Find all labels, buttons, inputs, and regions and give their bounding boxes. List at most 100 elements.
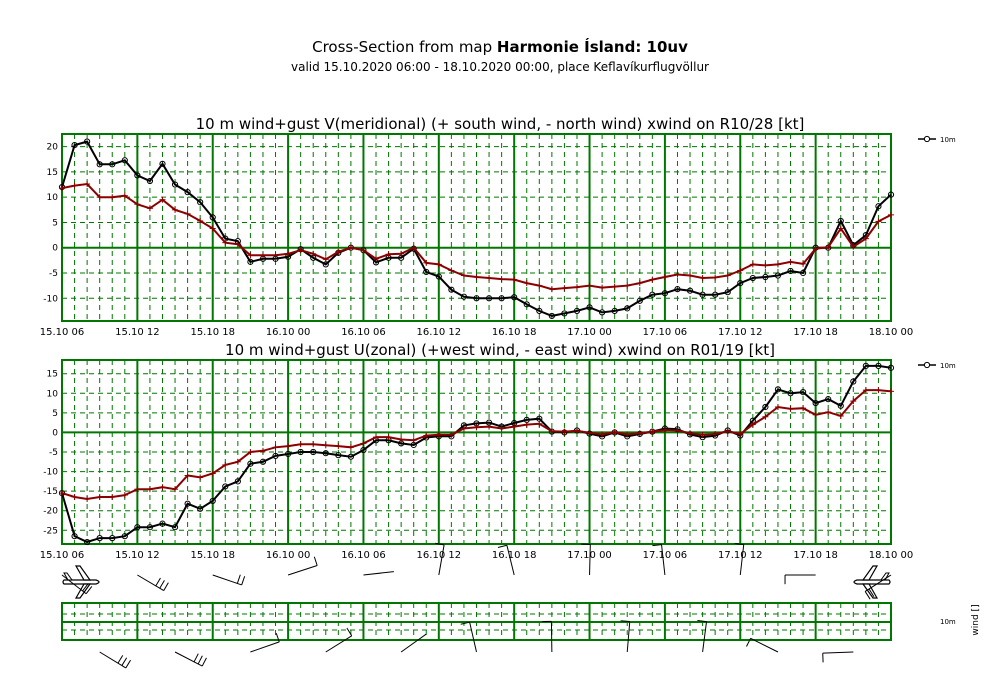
chart0-point-10m xyxy=(511,294,518,301)
chart0-legend-marker xyxy=(923,135,931,143)
wind-barb xyxy=(325,627,353,653)
barb-flag xyxy=(117,655,124,664)
chart1-point-10m xyxy=(875,362,882,369)
chart0-point-gust xyxy=(159,196,166,203)
chart0-point-gust xyxy=(862,235,869,242)
chart1-title: 10 m wind+gust U(zonal) (+west wind, - e… xyxy=(225,341,775,359)
chart1-xtick-label: 18.10 00 xyxy=(869,550,914,561)
chart1-point-gust xyxy=(71,494,78,501)
chart0-point-10m xyxy=(146,177,154,185)
chart0-point-gust xyxy=(360,247,367,254)
chart0-point-10m xyxy=(712,291,719,298)
chart1-point-10m xyxy=(171,524,179,531)
chart0-point-gust xyxy=(624,282,631,289)
wind-barb xyxy=(497,544,515,576)
barb-flag xyxy=(734,543,744,546)
chart0-point-10m xyxy=(536,307,543,314)
chart1-point-10m xyxy=(222,483,229,490)
chart1-point-gust xyxy=(96,494,103,501)
chart0-point-10m xyxy=(247,258,254,265)
chart0-point-gust xyxy=(674,271,681,278)
chart1-point-gust xyxy=(146,486,153,493)
barb-flag xyxy=(868,588,875,597)
chart0-point-gust xyxy=(209,225,216,232)
chart1-ytick-label: -15 xyxy=(43,487,58,497)
chart0-point-gust xyxy=(172,206,179,213)
chart0-ytick-label: 15 xyxy=(47,168,58,178)
chart1-point-gust xyxy=(825,409,832,416)
chart0-point-10m xyxy=(837,217,844,225)
chart0-point-gust xyxy=(448,267,455,274)
wind-barb xyxy=(174,651,207,667)
chart1-ytick-label: 10 xyxy=(47,389,59,399)
chart1-point-gust xyxy=(322,442,329,449)
barb-staff xyxy=(469,622,477,653)
chart0-point-10m xyxy=(96,161,103,168)
chart0-point-gust xyxy=(825,244,832,251)
chart1-point-gust xyxy=(59,490,65,497)
barb-flag xyxy=(746,638,752,647)
chart0-point-gust xyxy=(460,272,467,279)
chart0-point-10m xyxy=(460,293,468,300)
chart1-xtick-label: 15.10 12 xyxy=(115,550,160,561)
chart1-ytick-label: 0 xyxy=(52,428,58,438)
chart1-legend-label: 10m xyxy=(940,362,956,370)
chart0-point-gust xyxy=(774,261,781,268)
barb-staff xyxy=(212,574,242,586)
chart1-point-gust xyxy=(737,430,744,437)
fuselage xyxy=(853,579,891,585)
chart1-point-gust xyxy=(423,432,430,439)
chart0-point-10m xyxy=(724,289,731,296)
barb-staff xyxy=(287,565,318,576)
chart0-point-10m xyxy=(787,267,794,275)
wind-barb xyxy=(363,571,394,576)
chart0-point-gust xyxy=(636,280,643,287)
barb-flag xyxy=(125,659,132,669)
chart0-point-10m xyxy=(561,310,568,317)
chart0-point-10m xyxy=(586,304,593,311)
chart0-point-gust xyxy=(888,211,894,218)
chart1-point-gust xyxy=(84,495,91,502)
chart0-ytick-label: 20 xyxy=(47,143,59,153)
chart0-point-gust xyxy=(837,225,844,232)
wind-barb xyxy=(61,574,93,595)
chart0-point-10m xyxy=(84,138,91,145)
barb-flag xyxy=(85,586,93,595)
chart0-xtick-label: 15.10 18 xyxy=(190,327,235,338)
chart0-point-10m xyxy=(762,273,769,281)
figure-title: Cross-Section from map Harmonie Ísland: … xyxy=(0,38,1000,56)
chart1-point-10m xyxy=(762,403,769,411)
chart1-point-gust xyxy=(611,429,618,436)
chart0-point-gust xyxy=(486,275,493,282)
chart1-point-gust xyxy=(134,486,141,493)
chart1-point-gust xyxy=(360,440,367,447)
chart0-point-gust xyxy=(134,201,141,208)
chart0-xtick-label: 17.10 18 xyxy=(793,327,838,338)
chart1-point-gust xyxy=(749,421,756,428)
chart0-point-10m xyxy=(573,307,581,314)
barb-flag xyxy=(236,574,241,584)
chart0-point-gust xyxy=(762,262,769,269)
chart1-point-10m xyxy=(146,524,154,531)
chart0-point-10m xyxy=(71,142,78,149)
chart0-point-gust xyxy=(712,274,719,281)
chart0-ytick-label: 5 xyxy=(52,218,58,228)
chart1-point-gust xyxy=(599,431,606,438)
chart1-point-10m xyxy=(850,378,857,385)
wind-barb xyxy=(697,619,708,653)
chart0-xtick-label: 17.10 00 xyxy=(567,327,612,338)
chart1-point-gust xyxy=(850,398,857,405)
chart0-point-gust xyxy=(84,181,91,188)
chart0-xtick-label: 17.10 06 xyxy=(643,327,688,338)
chart0-xtick-label: 16.10 00 xyxy=(266,327,311,338)
chart0-point-10m xyxy=(611,307,618,314)
chart1-point-10m xyxy=(134,524,141,531)
barb-staff xyxy=(739,544,745,576)
chart1-point-10m xyxy=(862,362,869,369)
chart0-xtick-label: 16.10 12 xyxy=(417,327,462,338)
chart1-point-gust xyxy=(197,474,204,481)
barb-flag xyxy=(313,556,318,566)
barb-flag xyxy=(201,657,207,667)
chart0-point-10m xyxy=(523,301,530,308)
chart1-point-gust xyxy=(109,494,116,501)
